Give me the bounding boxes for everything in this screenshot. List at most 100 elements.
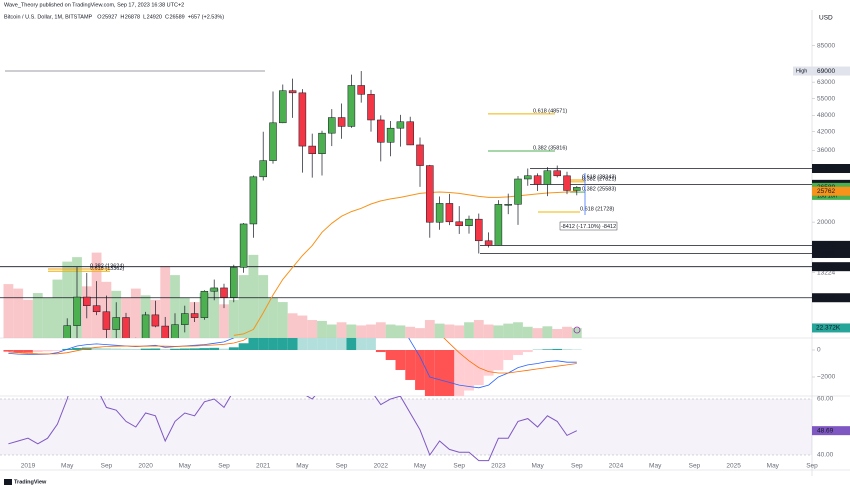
macd-histogram-bar: [101, 348, 112, 351]
macd-line: [8, 338, 577, 389]
candle-body: [269, 122, 277, 161]
price-tag-title: High: [796, 68, 807, 74]
candle-body: [200, 290, 209, 318]
candle-body: [347, 85, 356, 127]
candle-body: [514, 178, 522, 205]
macd-histogram-bar: [179, 348, 190, 351]
macd-histogram-bar: [513, 350, 523, 355]
candle-body: [83, 296, 91, 306]
x-tick-label: May: [296, 463, 309, 470]
x-tick-label: 2025: [726, 463, 741, 470]
candle-body: [426, 165, 434, 223]
macd-histogram-bar: [42, 350, 53, 352]
candle-body: [112, 317, 120, 330]
candle-body: [563, 175, 571, 191]
volume-bar: [493, 325, 504, 338]
macd-histogram-bar: [542, 349, 553, 351]
rsi-tick-label: 40.00: [817, 452, 834, 459]
x-tick-label: Sep: [806, 463, 818, 470]
volume-bar: [562, 326, 572, 338]
volume-bar: [277, 302, 288, 338]
candle-body: [455, 221, 463, 226]
y-tick-label: 13224: [817, 269, 835, 276]
y-tick-label: 63000: [817, 79, 835, 86]
volume-bar: [248, 254, 259, 338]
volume-bar: [209, 288, 220, 338]
candle-body: [161, 325, 169, 338]
candle-body: [171, 324, 179, 338]
macd-histogram-bar: [199, 348, 210, 351]
volume-bar: [552, 329, 563, 338]
price-tag-label: 31035: [817, 165, 835, 172]
candle-body: [504, 204, 512, 206]
candle-body: [573, 187, 581, 191]
y-tick-label: 85000: [817, 42, 835, 49]
macd-histogram-bar: [23, 350, 33, 353]
candle-body: [367, 94, 375, 121]
volume-bar: [326, 324, 337, 338]
volume-bar: [307, 320, 318, 338]
candle-body: [190, 313, 199, 318]
main-pane: 0.618 (48571)0.382 (35816)0.618 (28243)0…: [0, 70, 812, 338]
x-tick-label: 2024: [609, 463, 624, 470]
volume-bar: [336, 322, 347, 338]
rsi-line: [8, 396, 578, 462]
macd-histogram-bar: [562, 349, 572, 351]
macd-histogram-bar: [493, 350, 504, 371]
macd-histogram-bar: [522, 350, 533, 353]
fib-label: 0.382 (25583): [582, 187, 616, 193]
volume-bar: [297, 315, 308, 338]
volume-bar: [287, 313, 298, 338]
x-tick-label: May: [531, 463, 544, 470]
macd-histogram-bar: [160, 349, 171, 351]
macd-histogram-bar: [170, 348, 180, 351]
candle-body: [73, 296, 81, 326]
rsi-tag-label: 48.69: [817, 427, 834, 434]
macd-histogram-bar: [130, 348, 141, 351]
volume-bar: [32, 293, 43, 338]
x-tick-label: 2021: [256, 463, 271, 470]
volume-bar: [444, 324, 455, 338]
candle-body: [92, 305, 101, 313]
measure-box: [559, 221, 618, 231]
macd-histogram-bar: [287, 338, 298, 351]
macd-histogram-bar: [32, 350, 43, 353]
volume-bar: [268, 297, 278, 338]
volume-bar: [346, 324, 357, 338]
volume-bar: [395, 325, 406, 338]
price-tag-label: 10760: [817, 294, 835, 301]
candle-body: [386, 127, 395, 143]
rsi-tick-label: 60.00: [817, 396, 834, 403]
legend-label: H: [120, 14, 124, 20]
volume-bar: [13, 288, 24, 338]
fib-label: 0.382 (35816): [533, 145, 567, 151]
overlay: Bitcoin / U.S. Dollar, 1M, BITSTAMP O 2592…: [4, 14, 850, 470]
macd-histogram-bar: [552, 348, 563, 351]
candle-body: [279, 90, 287, 124]
price-tag-label: 16528: [817, 242, 835, 249]
fib-label: 0.618 (21728): [580, 206, 614, 212]
macd-histogram-bar: [3, 350, 14, 352]
candle-body: [220, 287, 228, 298]
volume-bar: [415, 328, 425, 338]
candle-body: [484, 240, 493, 246]
macd-histogram-bar: [13, 350, 24, 353]
volume-bar: [238, 275, 249, 338]
x-tick-label: 2020: [138, 463, 153, 470]
macd-histogram-bar: [297, 338, 308, 351]
candle-body: [357, 85, 365, 95]
volume-bar: [356, 325, 367, 338]
candle-body: [298, 92, 307, 147]
candle-body: [435, 203, 444, 223]
macd-histogram-bar: [415, 350, 425, 390]
candle-body: [416, 144, 424, 166]
chart-title: Bitcoin / U.S. Dollar, 1M, BITSTAMP: [4, 14, 93, 20]
candle-body: [328, 117, 336, 134]
candle-body: [259, 160, 267, 178]
countdown: 13d 10h: [817, 193, 837, 199]
candle-body: [210, 287, 218, 292]
candle-body: [377, 119, 385, 143]
x-tick-label: May: [649, 463, 662, 470]
y-tick-label: 48000: [817, 112, 835, 119]
candle-body: [533, 175, 542, 185]
